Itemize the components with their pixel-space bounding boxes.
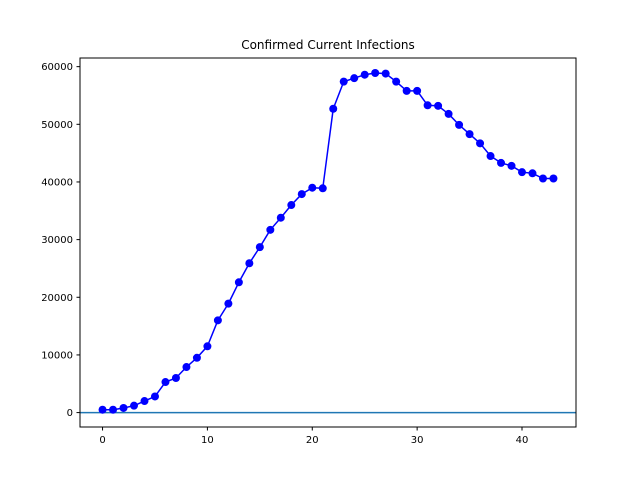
data-point [329,104,338,113]
axes: 0 10 20 30 40 0 10000 20000 30000 40000 50000 60000 [41,57,577,446]
data-point [360,70,369,79]
data-point [255,243,264,252]
x-tick-label: 40 [516,435,529,446]
data-point [276,213,285,222]
plot-area [80,68,576,414]
x-tick-label: 10 [201,435,214,446]
data-point [213,316,222,325]
data-point [371,68,380,77]
data-point [150,392,159,401]
y-tick-label: 50000 [41,120,73,131]
data-point [245,259,254,268]
x-tick-label: 0 [99,435,105,446]
data-point [444,109,453,118]
data-point [434,101,443,110]
data-point [528,169,537,178]
x-tick-label: 20 [306,435,319,446]
data-point [140,397,149,406]
data-point [507,161,516,170]
data-point [350,74,359,83]
data-point [266,225,275,234]
data-point [413,86,422,95]
data-point [203,342,212,351]
y-tick-label: 0 [67,408,73,419]
data-point [234,278,243,287]
data-point [318,184,327,193]
data-point [182,363,191,372]
data-point [161,378,170,387]
data-point [392,77,401,86]
data-point [381,69,390,78]
data-point [119,403,128,412]
data-point [224,299,233,308]
data-point [308,183,317,192]
data-point [538,174,547,183]
data-point [192,353,201,362]
y-tick-label: 40000 [41,177,73,188]
data-point [297,190,306,199]
data-point [171,373,180,382]
data-point [339,77,348,86]
data-point [98,405,107,414]
data-point [455,120,464,129]
y-tick-label: 20000 [41,293,73,304]
data-point [549,174,558,183]
data-point [465,130,474,139]
y-tick-label: 60000 [41,62,73,73]
data-point [476,139,485,148]
data-point [423,101,432,110]
data-point [518,168,526,177]
data-point [109,405,118,414]
axes-frame [79,57,577,428]
data-point [130,401,138,410]
data-point [287,201,296,210]
x-tick-label: 30 [411,435,424,446]
data-point [402,86,411,95]
y-tick-label: 10000 [41,350,73,361]
y-tick-label: 30000 [41,235,73,246]
data-point [486,152,495,161]
chart-title: Confirmed Current Infections [241,38,415,52]
data-point [497,158,506,167]
